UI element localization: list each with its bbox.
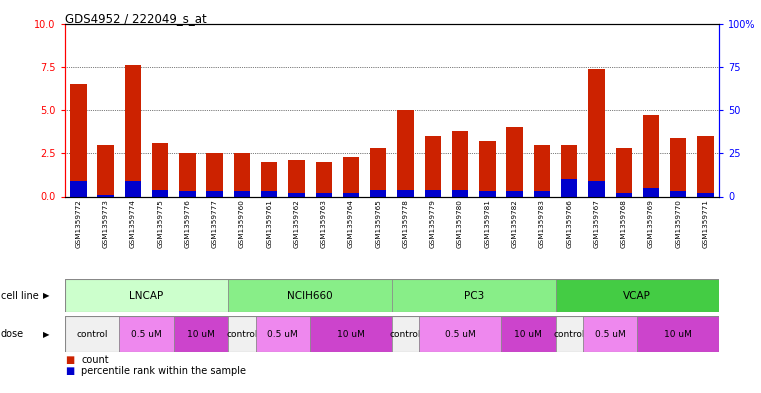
Text: PC3: PC3 (463, 291, 484, 301)
Bar (370, 148, 387, 196)
Text: ▶: ▶ (43, 291, 49, 300)
Text: ■: ■ (65, 354, 74, 365)
Bar (561, 145, 578, 196)
Text: NCIH660: NCIH660 (288, 291, 333, 301)
Bar (425, 136, 441, 196)
Bar (261, 191, 277, 196)
Text: control: control (76, 330, 108, 338)
Bar (97, 145, 114, 196)
Text: LNCAP: LNCAP (129, 291, 164, 301)
Bar (206, 191, 223, 196)
Bar (228, 279, 392, 312)
Bar (697, 136, 714, 196)
Text: count: count (81, 354, 109, 365)
Bar (119, 316, 174, 352)
Text: control: control (390, 330, 422, 338)
Text: 0.5 uM: 0.5 uM (267, 330, 298, 338)
Bar (152, 189, 168, 196)
Text: GDS4952 / 222049_s_at: GDS4952 / 222049_s_at (65, 12, 206, 25)
Text: 10 uM: 10 uM (664, 330, 693, 338)
Bar (65, 279, 228, 312)
Bar (479, 191, 495, 196)
Bar (616, 148, 632, 196)
Bar (125, 181, 141, 196)
Bar (643, 115, 659, 196)
Text: control: control (226, 330, 258, 338)
Bar (228, 316, 256, 352)
Bar (288, 193, 304, 196)
Bar (533, 145, 550, 196)
Text: 10 uM: 10 uM (187, 330, 215, 338)
Bar (697, 193, 714, 196)
Bar (392, 279, 556, 312)
Bar (616, 193, 632, 196)
Bar (670, 191, 686, 196)
Bar (452, 131, 468, 196)
Text: 10 uM: 10 uM (337, 330, 365, 338)
Bar (370, 189, 387, 196)
Text: cell line: cell line (1, 291, 39, 301)
Bar (316, 162, 332, 196)
Bar (261, 162, 277, 196)
Bar (206, 153, 223, 196)
Bar (643, 188, 659, 196)
Bar (561, 179, 578, 196)
Bar (234, 153, 250, 196)
Bar (397, 110, 414, 196)
Text: 0.5 uM: 0.5 uM (131, 330, 162, 338)
Bar (501, 316, 556, 352)
Text: VCAP: VCAP (623, 291, 651, 301)
Bar (343, 193, 359, 196)
Bar (583, 316, 638, 352)
Text: control: control (553, 330, 585, 338)
Bar (507, 127, 523, 196)
Bar (397, 189, 414, 196)
Bar (452, 189, 468, 196)
Bar (556, 316, 583, 352)
Bar (419, 316, 501, 352)
Bar (234, 191, 250, 196)
Bar (556, 279, 719, 312)
Text: percentile rank within the sample: percentile rank within the sample (81, 366, 247, 376)
Bar (256, 316, 310, 352)
Bar (343, 157, 359, 196)
Bar (174, 316, 228, 352)
Text: ▶: ▶ (43, 330, 49, 338)
Bar (152, 143, 168, 196)
Bar (70, 181, 87, 196)
Bar (180, 191, 196, 196)
Bar (180, 153, 196, 196)
Bar (288, 160, 304, 196)
Bar (425, 189, 441, 196)
Bar (479, 141, 495, 196)
Bar (97, 195, 114, 196)
Bar (392, 316, 419, 352)
Bar (70, 84, 87, 196)
Text: 0.5 uM: 0.5 uM (594, 330, 626, 338)
Bar (588, 181, 605, 196)
Bar (670, 138, 686, 196)
Bar (588, 68, 605, 196)
Bar (316, 193, 332, 196)
Bar (507, 191, 523, 196)
Bar (533, 191, 550, 196)
Text: 10 uM: 10 uM (514, 330, 542, 338)
Bar (310, 316, 392, 352)
Text: ■: ■ (65, 366, 74, 376)
Bar (638, 316, 719, 352)
Text: 0.5 uM: 0.5 uM (444, 330, 476, 338)
Bar (125, 65, 141, 196)
Text: dose: dose (1, 329, 24, 339)
Bar (65, 316, 119, 352)
